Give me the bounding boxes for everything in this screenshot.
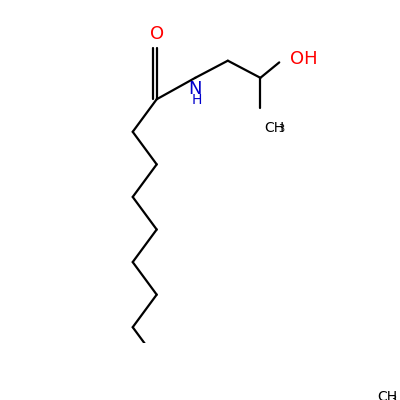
Text: 3: 3: [278, 124, 284, 134]
Text: 3: 3: [391, 395, 397, 400]
Text: N: N: [188, 80, 202, 98]
Text: H: H: [192, 93, 202, 107]
Text: O: O: [150, 25, 164, 43]
Text: OH: OH: [290, 50, 317, 68]
Text: CH: CH: [265, 121, 285, 135]
Text: CH: CH: [377, 390, 397, 400]
